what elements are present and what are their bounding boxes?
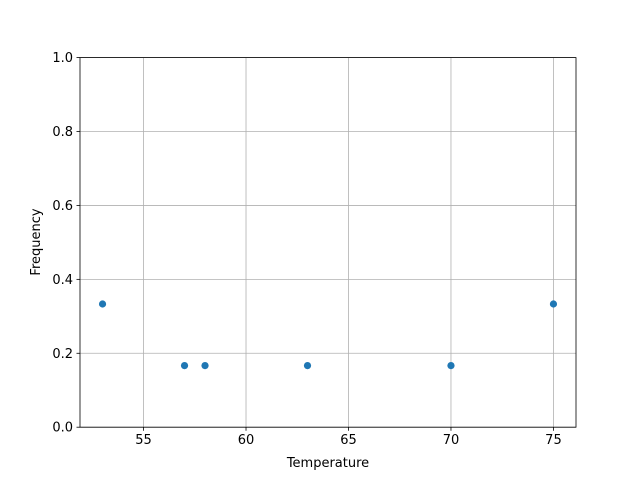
x-tick-label: 75	[545, 433, 562, 448]
y-tick-label: 0.8	[52, 125, 73, 140]
data-point	[447, 361, 455, 370]
y-tick-label: 0.2	[52, 347, 73, 362]
y-tick-label: 0.4	[52, 273, 73, 288]
y-tick-label: 0.6	[52, 199, 73, 214]
data-point	[303, 361, 312, 370]
plot-frame	[79, 57, 577, 428]
data-point	[98, 300, 107, 308]
y-axis-label: Frequency	[29, 208, 44, 275]
x-axis-label: Temperature	[286, 456, 369, 471]
grid	[80, 57, 576, 428]
ticks: 55 60 65 70 75 0.0 0.2 0.4 0.6 0.8 1.0	[52, 51, 561, 448]
data-point	[549, 300, 558, 308]
data-points	[98, 300, 558, 370]
x-tick-label: 70	[443, 433, 460, 448]
x-tick-label: 55	[135, 433, 152, 448]
data-point	[180, 361, 189, 370]
data-point	[201, 361, 209, 370]
y-tick-label: 0.0	[52, 421, 73, 436]
y-tick-label: 1.0	[52, 51, 73, 66]
x-tick-label: 65	[340, 433, 357, 448]
x-tick-label: 60	[238, 433, 255, 448]
